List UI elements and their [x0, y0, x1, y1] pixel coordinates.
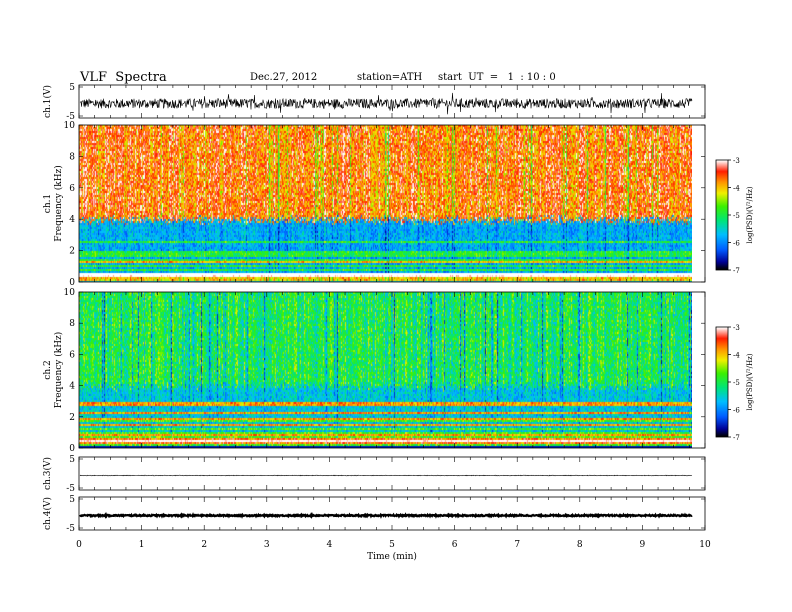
x-tick-label: 6 [452, 540, 458, 550]
colorbar-tick-label: -6 [733, 407, 740, 415]
y-axis-label: ch.4(V) [42, 497, 53, 530]
spectrogram-2 [79, 292, 692, 448]
waveform-0 [79, 92, 693, 115]
x-axis-label: Time (min) [367, 551, 417, 562]
y-tick-label: 10 [64, 121, 76, 131]
colorbar-tick-label: -3 [733, 324, 740, 332]
colorbar-tick-label: -3 [733, 157, 740, 165]
y-tick-label: 8 [69, 319, 75, 329]
x-tick-label: 0 [76, 540, 82, 550]
y-tick-label: 5 [69, 83, 75, 93]
colorbar-tick-label: -6 [733, 240, 740, 248]
colorbar-tick-label: -5 [733, 212, 740, 220]
y-axis-label: Frequency (kHz) [53, 332, 64, 409]
y-tick-label: 5 [69, 455, 75, 465]
colorbar-1 [716, 160, 728, 270]
y-axis-label: ch.1(V) [42, 85, 53, 118]
x-tick-label: 9 [640, 540, 646, 550]
date-label: Dec.27, 2012 [250, 72, 318, 83]
y-tick-label: -5 [66, 524, 75, 534]
colorbar-label: log(PSD)(V²/Hz) [746, 186, 754, 243]
x-tick-label: 7 [514, 540, 520, 550]
colorbar-label: log(PSD)(V²/Hz) [746, 353, 754, 410]
y-tick-label: 6 [69, 350, 75, 360]
colorbar-tick-label: -5 [733, 379, 740, 387]
y-axis-label: ch.3(V) [42, 457, 53, 490]
y-axis-label: Frequency (kHz) [53, 165, 64, 242]
x-tick-label: 8 [577, 540, 583, 550]
colorbar-tick-label: -4 [733, 352, 740, 360]
y-tick-label: 0 [69, 444, 75, 454]
y-tick-label: 10 [64, 288, 76, 298]
y-tick-label: 2 [69, 247, 75, 257]
start-time-label: start UT = 1 : 10 : 0 [438, 72, 556, 83]
waveform-3 [79, 474, 693, 477]
y-tick-label: 2 [69, 413, 75, 423]
colorbar-2 [716, 327, 728, 437]
y-tick-label: -5 [66, 484, 75, 494]
colorbar-tick-label: -7 [733, 267, 740, 275]
y-axis-label: ch.2 [43, 360, 53, 379]
y-tick-label: 4 [69, 382, 75, 392]
x-tick-label: 2 [201, 540, 207, 550]
chart-title: VLF Spectra [80, 70, 167, 85]
y-tick-label: 4 [69, 215, 75, 225]
y-tick-label: -5 [66, 112, 75, 122]
waveform-4 [79, 511, 693, 519]
y-axis-label: ch.1 [43, 194, 53, 213]
y-tick-label: 8 [69, 152, 75, 162]
spectrogram-1 [79, 125, 692, 282]
y-tick-label: 0 [69, 278, 75, 288]
x-tick-label: 3 [264, 540, 270, 550]
x-tick-label: 1 [139, 540, 145, 550]
y-tick-label: 6 [69, 184, 75, 194]
x-tick-label: 10 [699, 540, 711, 550]
x-tick-label: 5 [389, 540, 395, 550]
colorbar-tick-label: -7 [733, 434, 740, 442]
colorbar-tick-label: -4 [733, 185, 740, 193]
station-label: station=ATH [357, 72, 423, 83]
x-tick-label: 4 [327, 540, 333, 550]
y-tick-label: 5 [69, 495, 75, 505]
